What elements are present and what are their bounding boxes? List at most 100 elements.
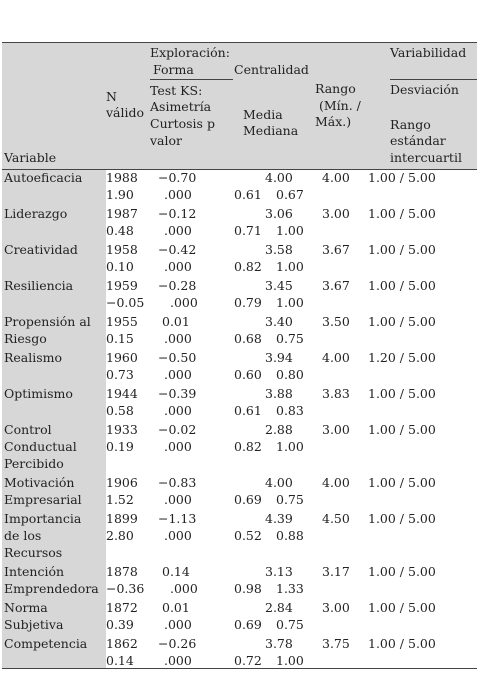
mediana: 4.50	[322, 511, 350, 526]
table-row: Creatividad 1958 0.10 −0.42 .000 3.58 0.…	[0, 242, 481, 274]
media: 3.40	[265, 314, 293, 329]
desviacion-estandar: 1.90	[106, 187, 134, 202]
mediana: 3.67	[322, 242, 350, 257]
q1: 0.79	[234, 295, 262, 310]
min-max: 1.00 / 5.00	[368, 170, 436, 185]
min-max: 1.00 / 5.00	[368, 206, 436, 221]
header-valor: valor	[150, 133, 183, 148]
header-rango-est-1: Rango	[390, 117, 431, 132]
variable-name: Norma	[4, 600, 48, 615]
p-valor: .000	[164, 259, 192, 274]
n-valido: 1878	[106, 564, 138, 579]
desviacion-estandar: 0.39	[106, 617, 134, 632]
q1: 0.72	[234, 653, 262, 668]
q3: 1.00	[276, 653, 304, 668]
variable-name: Resiliencia	[4, 278, 74, 293]
desviacion-estandar: −0.36	[106, 581, 145, 596]
header-rango-est-2: estándar	[390, 133, 446, 148]
variable-name: Importancia	[4, 511, 82, 526]
header-variabilidad: Variabilidad	[390, 45, 467, 60]
bottom-rule	[2, 668, 477, 669]
min-max: 1.00 / 5.00	[368, 636, 436, 651]
variable-name: Propensión al	[4, 314, 91, 329]
header-rango-est-3: intercuartil	[390, 150, 462, 165]
min-max: 1.00 / 5.00	[368, 278, 436, 293]
media: 3.58	[265, 242, 293, 257]
min-max: 1.00 / 5.00	[368, 242, 436, 257]
header-n-1: N	[106, 89, 117, 104]
desviacion-estandar: 0.15	[106, 331, 134, 346]
table-row: Competencia 1862 0.14 −0.26 .000 3.78 0.…	[0, 636, 481, 668]
table-row: Motivación Empresarial 1906 1.52 −0.83 .…	[0, 475, 481, 507]
header-n-2: válido	[106, 105, 145, 120]
p-valor: .000	[164, 403, 192, 418]
min-max: 1.00 / 5.00	[368, 600, 436, 615]
desviacion-estandar: 1.52	[106, 492, 134, 507]
q3: 0.80	[276, 367, 304, 382]
min-max: 1.00 / 5.00	[368, 422, 436, 437]
variable-name: Conductual	[4, 439, 77, 454]
q3: 1.00	[276, 223, 304, 238]
table-row: Control Conductual Percibido 1933 0.19 −…	[0, 422, 481, 471]
asimetria: 0.01	[162, 314, 190, 329]
desviacion-estandar: 0.48	[106, 223, 134, 238]
n-valido: 1944	[106, 386, 138, 401]
mediana: 4.00	[322, 170, 350, 185]
q1: 0.82	[234, 259, 262, 274]
q1: 0.82	[234, 439, 262, 454]
p-valor: .000	[164, 367, 192, 382]
n-valido: 1906	[106, 475, 138, 490]
asimetria: −0.50	[158, 350, 197, 365]
header-asimetria: Asimetría	[150, 99, 212, 114]
header-mediana: Mediana	[243, 123, 299, 138]
q3: 1.33	[276, 581, 304, 596]
q1: 0.71	[234, 223, 262, 238]
q3: 0.75	[276, 492, 304, 507]
mediana: 4.00	[322, 475, 350, 490]
asimetria: −0.26	[158, 636, 197, 651]
q1: 0.52	[234, 528, 262, 543]
media: 4.00	[265, 475, 293, 490]
variable-name: Control	[4, 422, 52, 437]
header-media: Media	[243, 107, 283, 122]
min-max: 1.00 / 5.00	[368, 386, 436, 401]
mediana: 3.75	[322, 636, 350, 651]
mediana: 3.00	[322, 600, 350, 615]
header-background	[2, 43, 477, 169]
mediana: 4.00	[322, 350, 350, 365]
variable-name: Riesgo	[4, 331, 47, 346]
q1: 0.61	[234, 403, 262, 418]
mediana: 3.17	[322, 564, 350, 579]
asimetria: −0.39	[158, 386, 197, 401]
table-row: Norma Subjetiva 1872 0.39 0.01 .000 2.84…	[0, 600, 481, 632]
mediana: 3.50	[322, 314, 350, 329]
p-valor: .000	[164, 653, 192, 668]
min-max: 1.00 / 5.00	[368, 564, 436, 579]
media: 2.84	[265, 600, 293, 615]
variable-name: Realismo	[4, 350, 63, 365]
asimetria: −0.83	[158, 475, 197, 490]
header-variable: Variable	[4, 150, 57, 165]
asimetria: 0.14	[162, 564, 190, 579]
asimetria: −0.12	[158, 206, 197, 221]
asimetria: −0.02	[158, 422, 197, 437]
n-valido: 1933	[106, 422, 138, 437]
variable-name: Liderazgo	[4, 206, 68, 221]
variable-name: de los	[4, 528, 42, 543]
n-valido: 1988	[106, 170, 138, 185]
table-row: Resiliencia 1959 −0.05 −0.28 .000 3.45 0…	[0, 278, 481, 310]
forma-rule	[150, 79, 233, 80]
variable-name: Emprendedora	[4, 581, 99, 596]
asimetria: −0.42	[158, 242, 197, 257]
q3: 1.00	[276, 295, 304, 310]
p-valor: .000	[164, 617, 192, 632]
q1: 0.69	[234, 617, 262, 632]
media: 3.94	[265, 350, 293, 365]
media: 2.88	[265, 422, 293, 437]
q3: 1.00	[276, 259, 304, 274]
min-max: 1.20 / 5.00	[368, 350, 436, 365]
mediana: 3.00	[322, 206, 350, 221]
n-valido: 1862	[106, 636, 138, 651]
p-valor: .000	[170, 581, 198, 596]
q1: 0.98	[234, 581, 262, 596]
